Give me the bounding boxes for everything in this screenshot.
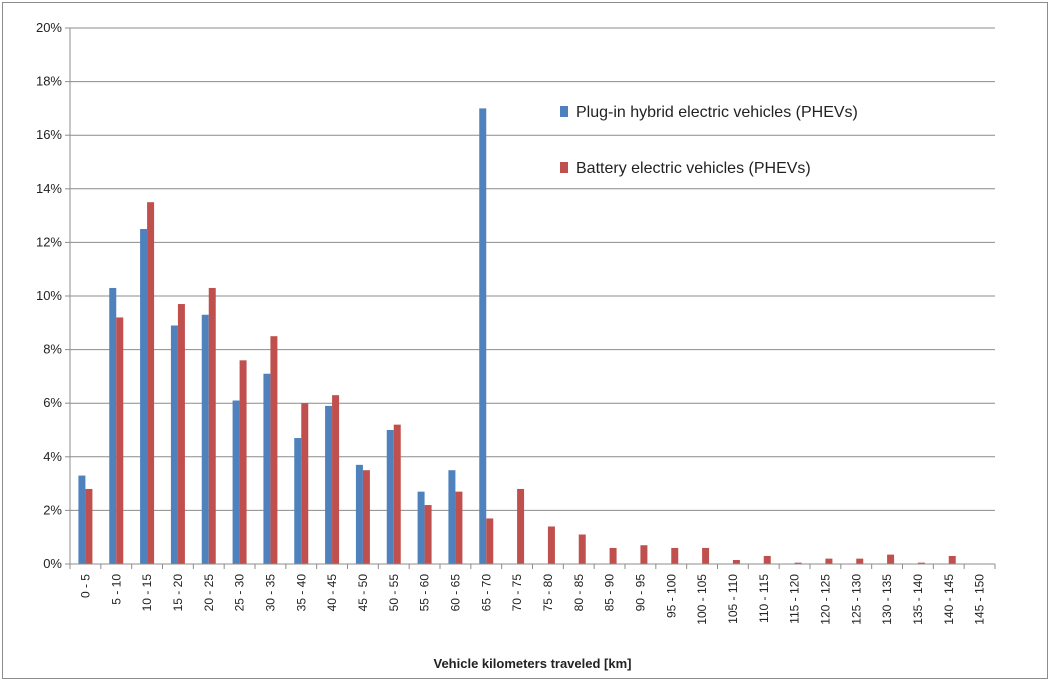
bar-bev: [332, 395, 340, 564]
x-tick-label: 25 - 30: [233, 574, 247, 612]
bar-bev: [517, 488, 525, 564]
x-tick-label: 145 - 150: [973, 574, 987, 625]
bar-phev: [294, 438, 302, 564]
bar-bev: [640, 545, 648, 564]
x-tick-label: 125 - 130: [849, 574, 863, 625]
y-axis-ticks: 0% 2% 4% 6% 8% 10% 12% 14% 16% 18% 20%: [36, 20, 70, 571]
bar-bev: [301, 403, 309, 564]
legend-swatch: [560, 106, 568, 117]
y-tick-label: 4%: [43, 449, 62, 464]
x-tick-label: 105 - 110: [726, 574, 740, 624]
y-tick-label: 20%: [36, 20, 62, 35]
x-tick-label: 110 - 115: [757, 574, 771, 623]
bar-bev: [825, 558, 833, 564]
x-tick-label: 55 - 60: [418, 574, 432, 612]
bar-bev: [486, 518, 494, 564]
bar-bev: [147, 202, 155, 564]
x-tick-label: 100 - 105: [695, 574, 709, 625]
bar-bev: [547, 526, 555, 564]
x-tick-label: 50 - 55: [387, 574, 401, 612]
bar-bev: [702, 547, 710, 564]
x-tick-label: 35 - 40: [294, 574, 308, 612]
gridlines: [70, 27, 995, 511]
bar-bev: [239, 360, 247, 564]
bar-bev: [270, 336, 278, 564]
bar-phev: [417, 491, 425, 564]
x-tick-label: 20 - 25: [202, 574, 216, 612]
bars: [78, 108, 956, 565]
bar-bev: [362, 470, 370, 564]
y-tick-label: 12%: [36, 234, 62, 249]
bar-bev: [455, 491, 463, 564]
bar-bev: [85, 488, 93, 564]
y-tick-label: 6%: [43, 395, 62, 410]
bar-phev: [170, 325, 178, 564]
bar-bev: [116, 317, 124, 564]
x-axis-ticks: 0 - 5 5 - 10 10 - 15 15 - 20 20 - 25 25 - 30 3…: [69, 564, 996, 625]
x-tick-label: 30 - 35: [263, 574, 277, 612]
x-tick-label: 5 - 10: [109, 574, 123, 605]
x-tick-label: 115 - 120: [788, 574, 802, 624]
bar-phev: [201, 314, 209, 564]
y-tick-label: 18%: [36, 74, 62, 89]
bar-phev: [325, 405, 333, 564]
bar-phev: [232, 400, 240, 564]
x-tick-label: 120 - 125: [818, 574, 832, 625]
x-tick-label: 140 - 145: [942, 574, 956, 625]
y-tick-label: 14%: [36, 181, 62, 196]
bar-bev: [917, 562, 925, 564]
bar-bev: [671, 547, 679, 564]
bar-bev: [578, 534, 586, 564]
bar-bev: [887, 554, 895, 564]
bar-phev: [140, 229, 148, 564]
bar-bev: [393, 424, 401, 564]
bar-bev: [424, 505, 432, 564]
y-tick-label: 2%: [43, 502, 62, 517]
x-tick-label: 15 - 20: [171, 574, 185, 612]
x-tick-label: 135 - 140: [911, 574, 925, 625]
bar-bev: [177, 304, 185, 564]
x-tick-label: 70 - 75: [510, 574, 524, 612]
bar-bev: [794, 562, 802, 564]
x-tick-label: 0 - 5: [78, 574, 92, 598]
y-tick-label: 10%: [36, 288, 62, 303]
legend-label: Battery electric vehicles (PHEVs): [576, 160, 811, 177]
x-axis-title: Vehicle kilometers traveled [km]: [434, 656, 632, 671]
bar-bev: [208, 287, 216, 564]
bar-bev: [763, 555, 771, 564]
x-tick-label: 65 - 70: [479, 574, 493, 612]
x-tick-label: 90 - 95: [633, 574, 647, 612]
bar-bev: [732, 559, 740, 564]
x-tick-label: 40 - 45: [325, 574, 339, 612]
bar-phev: [263, 373, 271, 564]
bar-phev: [479, 108, 487, 565]
x-tick-label: 130 - 135: [880, 574, 894, 625]
bar-phev: [355, 464, 363, 564]
x-tick-label: 75 - 80: [541, 574, 555, 612]
x-tick-label: 60 - 65: [448, 574, 462, 612]
y-tick-label: 0%: [43, 556, 62, 571]
x-tick-label: 80 - 85: [572, 574, 586, 612]
x-tick-label: 45 - 50: [356, 574, 370, 612]
bar-phev: [109, 287, 117, 564]
y-tick-label: 8%: [43, 342, 62, 357]
bar-phev: [78, 475, 86, 564]
legend-swatch: [560, 162, 568, 173]
legend: Plug-in hybrid electric vehicles (PHEVs)…: [560, 104, 858, 177]
bar-bev: [609, 547, 617, 564]
bar-phev: [386, 430, 394, 564]
legend-label: Plug-in hybrid electric vehicles (PHEVs): [576, 104, 858, 121]
bar-bev: [948, 555, 956, 564]
x-tick-label: 95 - 100: [664, 574, 678, 618]
x-tick-label: 10 - 15: [140, 574, 154, 612]
axes: [69, 28, 995, 565]
y-tick-label: 16%: [36, 127, 62, 142]
x-tick-label: 85 - 90: [603, 574, 617, 612]
bar-phev: [448, 470, 456, 564]
bar-bev: [856, 558, 864, 564]
